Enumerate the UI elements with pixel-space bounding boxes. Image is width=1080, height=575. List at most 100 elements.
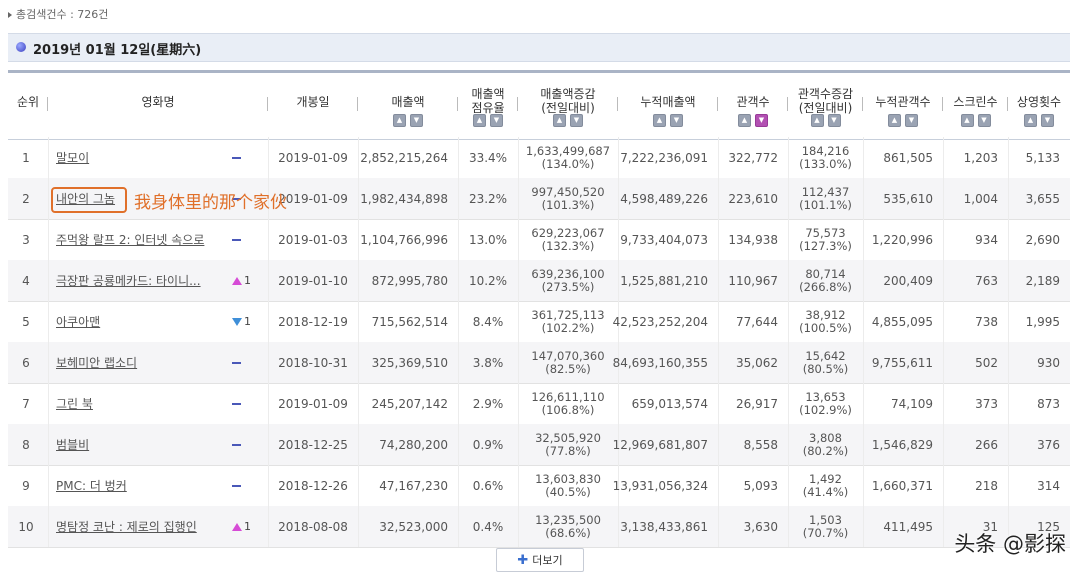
sort-desc-button[interactable]: ▼ [490,114,503,127]
aud-diff-pct: (100.5%) [799,320,852,335]
sort-asc-button[interactable]: ▲ [888,114,901,127]
col-share-label-2: 점유율 [471,101,505,115]
more-button-label: 더보기 [532,554,563,567]
shows-cell: 1,995 [1025,314,1060,329]
cum-sales-cell: 659,013,574 [631,396,708,411]
sort-desc-button-active[interactable]: ▼ [755,114,768,127]
sales-cell: 32,523,000 [379,519,448,534]
sort-desc-button[interactable]: ▼ [977,114,991,127]
divider [358,219,359,260]
shows-cell: 3,655 [1025,191,1060,206]
sort-asc-button[interactable]: ▲ [393,114,406,127]
sales-diff-cell: 1,633,499,687 (134.0%) [518,137,618,178]
sort-asc-button[interactable]: ▲ [473,114,486,127]
divider [458,260,459,301]
sales-diff-value: 13,603,830 [535,471,601,486]
col-separator [787,97,788,111]
divider [48,260,49,301]
rank-cell: 2 [22,191,30,206]
divider [518,137,519,178]
sales-diff-pct: (273.5%) [541,279,595,294]
more-button[interactable]: ✚ 더보기 [496,548,584,572]
rank-cell: 1 [22,150,30,165]
sort-desc-button[interactable]: ▼ [905,114,918,127]
audience-cell: 35,062 [736,355,778,370]
audience-cell: 5,093 [743,478,778,493]
movie-title-link[interactable]: 보헤미안 랩소디 [56,356,138,370]
share-cell: 33.4% [468,150,508,165]
divider [618,383,619,424]
sort-asc-button[interactable]: ▲ [960,114,974,127]
divider [618,137,619,178]
divider [943,301,944,342]
sort-asc-button[interactable]: ▲ [553,114,566,127]
col-cum-sales: 누적매출액 ▲ ▼ [618,73,718,139]
col-screens-label: 스크린수 [953,95,998,109]
divider [1008,506,1009,547]
movie-title-link[interactable]: 내안의 그놈 [56,192,116,206]
movie-title-link[interactable]: 주먹왕 랄프 2: 인터넷 속으로 [56,233,205,247]
movie-title-link[interactable]: 말모이 [56,151,90,165]
sales-diff-pct: (40.5%) [545,484,591,499]
divider [1008,178,1009,219]
divider [718,178,719,219]
movie-title-link[interactable]: 극장판 공룡메카드: 타이니... [56,274,201,288]
movie-title-link[interactable]: 아쿠아맨 [56,315,101,329]
col-separator [357,97,358,111]
sort-asc-button[interactable]: ▲ [1024,114,1037,127]
divider [358,301,359,342]
divider [358,178,359,219]
divider [268,506,269,547]
movie-title-link[interactable]: 범블비 [56,438,90,452]
divider [458,342,459,383]
shows-cell: 314 [1037,478,1060,493]
divider [618,465,619,506]
divider [518,342,519,383]
col-cumsales-label: 누적매출액 [640,95,696,109]
rank-down-icon [232,317,242,326]
rank-up-icon [232,276,242,285]
aud-diff-value: 1,503 [809,512,842,527]
col-movie-label: 영화명 [141,95,175,109]
sort-desc-button[interactable]: ▼ [1041,114,1054,127]
open-date-cell: 2019-01-09 [278,191,348,206]
col-separator [942,97,943,111]
sort-desc-button[interactable]: ▼ [827,114,841,127]
sort-desc-button[interactable]: ▼ [570,114,583,127]
divider [718,506,719,547]
divider [718,342,719,383]
no-change-icon [232,238,241,241]
col-separator [517,97,518,111]
screens-cell: 266 [975,437,998,452]
movie-title-link[interactable]: 그린 북 [56,397,93,411]
sort-asc-button[interactable]: ▲ [653,114,666,127]
open-date-cell: 2018-12-25 [278,437,348,452]
divider [863,465,864,506]
sales-diff-cell: 147,070,360 (82.5%) [518,342,618,383]
cum-audience-cell: 9,755,611 [871,355,933,370]
sales-diff-pct: (101.3%) [541,197,595,212]
sort-asc-button[interactable]: ▲ [810,114,824,127]
cum-sales-cell: 84,693,160,355 [612,355,708,370]
audience-cell: 8,558 [743,437,778,452]
divider [358,383,359,424]
bullet-icon [8,12,12,18]
sort-desc-button[interactable]: ▼ [670,114,683,127]
movie-title-link[interactable]: PMC: 더 벙커 [56,479,127,493]
cum-sales-cell: 7,222,236,091 [620,150,708,165]
sort-desc-button[interactable]: ▼ [410,114,423,127]
sort-asc-button[interactable]: ▲ [738,114,751,127]
movie-title-link[interactable]: 명탐정 코난 : 제로의 집행인 [56,520,197,534]
divider [618,260,619,301]
share-cell: 0.4% [472,519,504,534]
audience-cell: 110,967 [728,273,778,288]
divider [788,342,789,383]
divider [268,260,269,301]
open-date-cell: 2019-01-03 [278,232,348,247]
table-row: 1 말모이 2019-01-09 2,852,215,264 33.4% 1,633,49… [8,137,1070,179]
divider [943,137,944,178]
open-date-cell: 2018-08-08 [278,519,348,534]
sales-diff-value: 629,223,067 [531,225,605,240]
no-change-icon [232,443,241,446]
divider [518,260,519,301]
